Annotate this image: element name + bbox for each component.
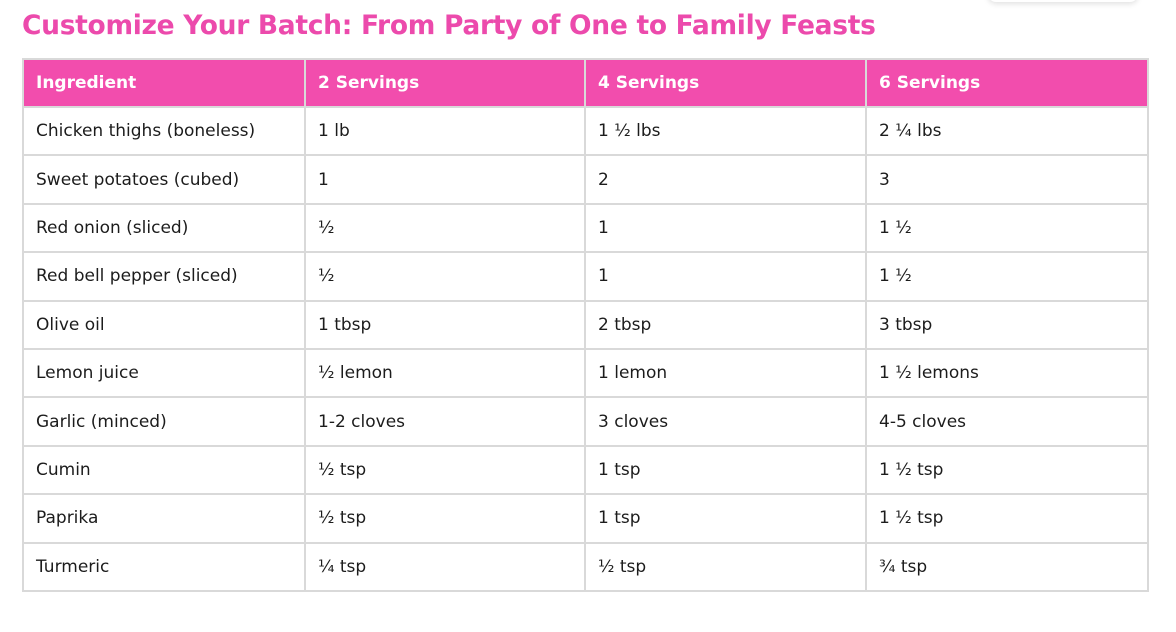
amount-2-servings: ½ xyxy=(304,202,586,254)
amount-2-servings: ½ tsp xyxy=(304,493,586,544)
amount-2-servings: ¼ tsp xyxy=(304,541,586,592)
table-row: Garlic (minced) 1-2 cloves 3 cloves 4-5 … xyxy=(22,396,1149,447)
page-title: Customize Your Batch: From Party of One … xyxy=(22,10,876,41)
amount-4-servings: 1 tsp xyxy=(584,493,867,544)
table-row: Sweet potatoes (cubed) 1 2 3 xyxy=(22,154,1149,205)
ingredient-cell: Cumin xyxy=(22,444,306,496)
amount-4-servings: 2 tbsp xyxy=(584,299,867,350)
table-row: Red bell pepper (sliced) ½ 1 1 ½ xyxy=(22,251,1149,302)
ingredient-cell: Garlic (minced) xyxy=(22,396,306,447)
overlay-edge xyxy=(988,0,1138,2)
amount-6-servings: 3 tbsp xyxy=(865,299,1149,350)
amount-4-servings: 2 xyxy=(584,154,867,205)
amount-4-servings: 3 cloves xyxy=(584,396,867,447)
table-row: Olive oil 1 tbsp 2 tbsp 3 tbsp xyxy=(22,299,1149,350)
table-row: Lemon juice ½ lemon 1 lemon 1 ½ lemons xyxy=(22,347,1149,399)
amount-4-servings: ½ tsp xyxy=(584,541,867,592)
amount-6-servings: 4-5 cloves xyxy=(865,396,1149,447)
header-2-servings: 2 Servings xyxy=(304,58,586,108)
ingredient-cell: Lemon juice xyxy=(22,347,306,399)
table-row: Turmeric ¼ tsp ½ tsp ¾ tsp xyxy=(22,541,1149,592)
amount-2-servings: ½ lemon xyxy=(304,347,586,399)
ingredient-cell: Red onion (sliced) xyxy=(22,202,306,254)
amount-6-servings: 2 ¼ lbs xyxy=(865,105,1149,157)
amount-6-servings: 1 ½ lemons xyxy=(865,347,1149,399)
ingredient-cell: Sweet potatoes (cubed) xyxy=(22,154,306,205)
table-header-row: Ingredient 2 Servings 4 Servings 6 Servi… xyxy=(22,58,1149,108)
amount-2-servings: 1 xyxy=(304,154,586,205)
amount-2-servings: 1 lb xyxy=(304,105,586,157)
amount-6-servings: 1 ½ tsp xyxy=(865,493,1149,544)
amount-2-servings: ½ tsp xyxy=(304,444,586,496)
ingredient-cell: Chicken thighs (boneless) xyxy=(22,105,306,157)
amount-6-servings: 3 xyxy=(865,154,1149,205)
header-ingredient: Ingredient xyxy=(22,58,306,108)
amount-4-servings: 1 tsp xyxy=(584,444,867,496)
header-6-servings: 6 Servings xyxy=(865,58,1149,108)
header-4-servings: 4 Servings xyxy=(584,58,867,108)
amount-4-servings: 1 ½ lbs xyxy=(584,105,867,157)
table-row: Paprika ½ tsp 1 tsp 1 ½ tsp xyxy=(22,493,1149,544)
amount-6-servings: 1 ½ tsp xyxy=(865,444,1149,496)
amount-2-servings: ½ xyxy=(304,251,586,302)
amount-2-servings: 1 tbsp xyxy=(304,299,586,350)
amount-4-servings: 1 lemon xyxy=(584,347,867,399)
amount-6-servings: ¾ tsp xyxy=(865,541,1149,592)
servings-table: Ingredient 2 Servings 4 Servings 6 Servi… xyxy=(22,58,1149,592)
amount-4-servings: 1 xyxy=(584,202,867,254)
amount-6-servings: 1 ½ xyxy=(865,202,1149,254)
ingredient-cell: Olive oil xyxy=(22,299,306,350)
ingredient-cell: Red bell pepper (sliced) xyxy=(22,251,306,302)
table-row: Chicken thighs (boneless) 1 lb 1 ½ lbs 2… xyxy=(22,105,1149,157)
ingredient-cell: Turmeric xyxy=(22,541,306,592)
table-row: Red onion (sliced) ½ 1 1 ½ xyxy=(22,202,1149,254)
amount-2-servings: 1-2 cloves xyxy=(304,396,586,447)
table-row: Cumin ½ tsp 1 tsp 1 ½ tsp xyxy=(22,444,1149,496)
amount-4-servings: 1 xyxy=(584,251,867,302)
ingredient-cell: Paprika xyxy=(22,493,306,544)
amount-6-servings: 1 ½ xyxy=(865,251,1149,302)
